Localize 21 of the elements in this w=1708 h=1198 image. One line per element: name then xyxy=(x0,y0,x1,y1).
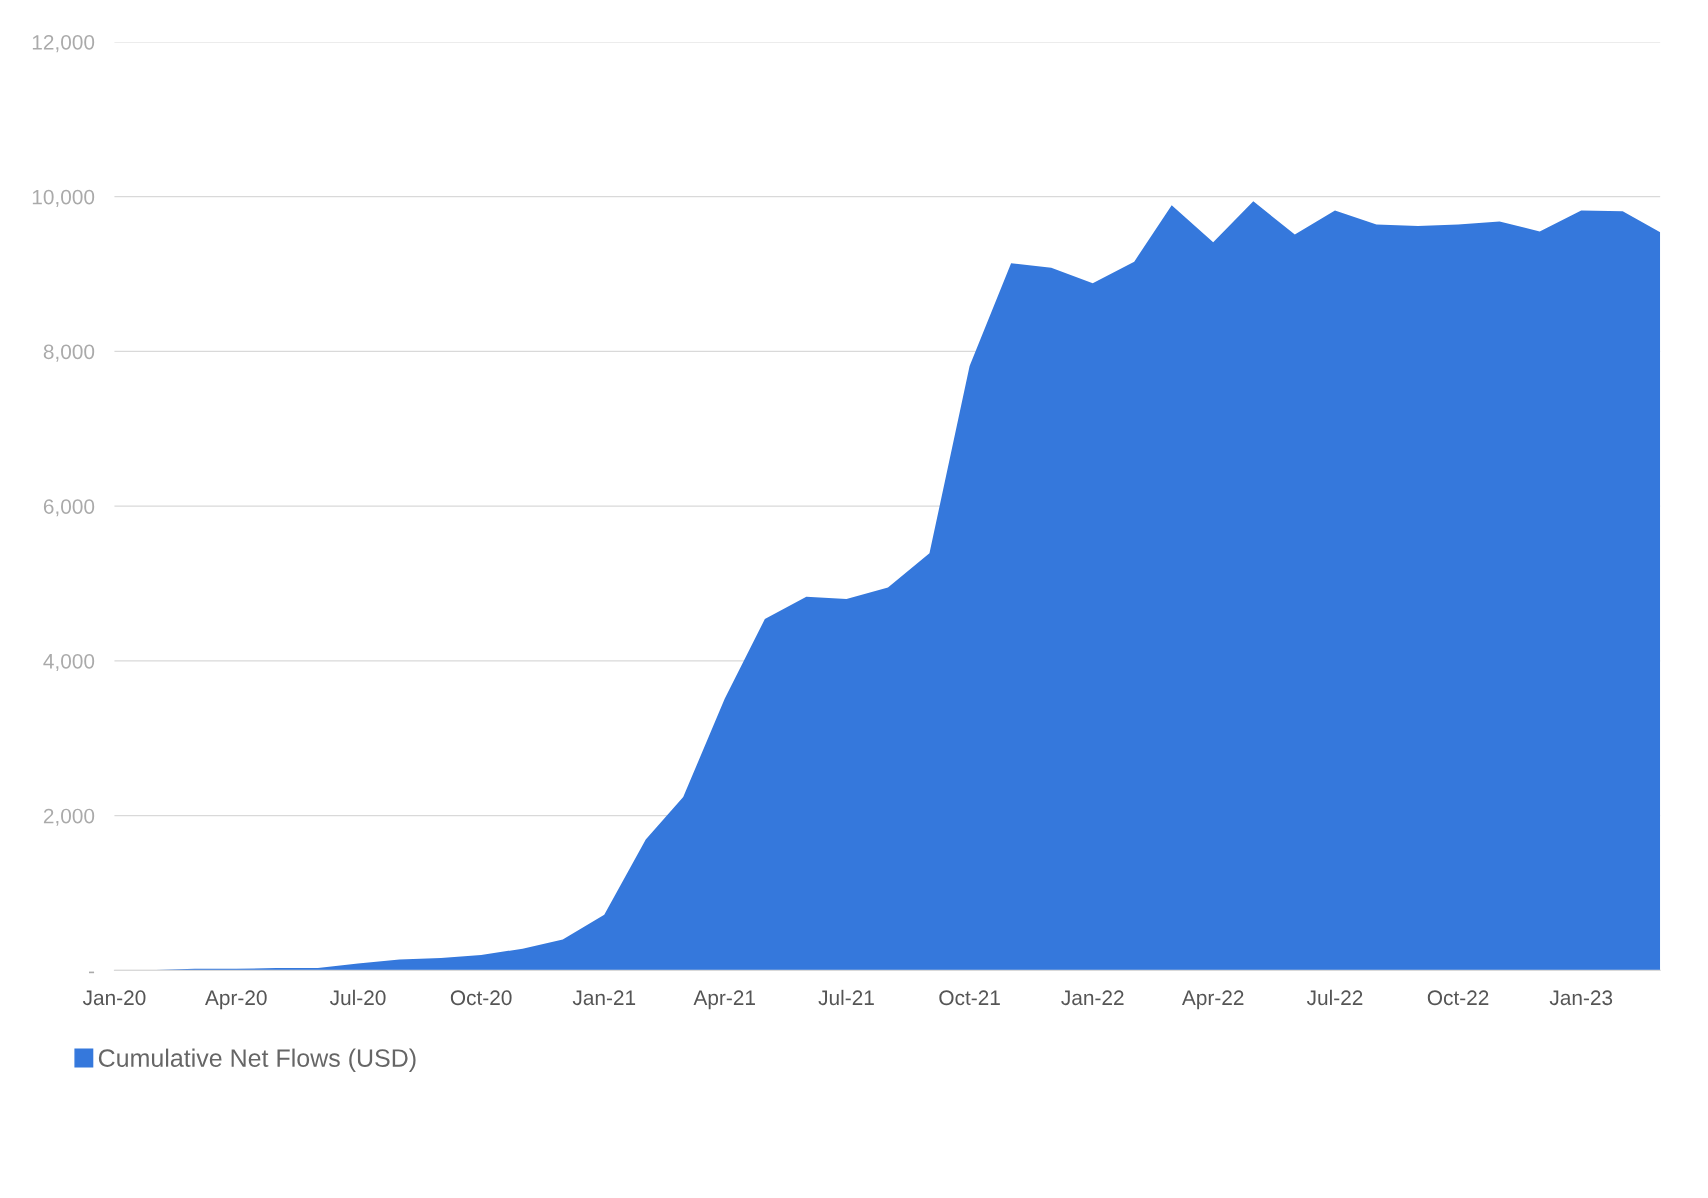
y-tick-label: 6,000 xyxy=(43,499,95,517)
y-tick-label: 4,000 xyxy=(43,653,95,672)
y-tick-label: 12,000 xyxy=(32,34,95,53)
x-tick-label: Apr-21 xyxy=(693,990,755,1010)
y-tick-label: 2,000 xyxy=(43,808,95,826)
y-tick-label: 8,000 xyxy=(43,344,95,362)
y-tick-label: - xyxy=(88,971,95,974)
x-tick-label: Jul-21 xyxy=(818,989,874,1006)
x-tick-label: Oct-20 xyxy=(450,990,512,1006)
x-tick-label: Jul-22 xyxy=(1306,989,1363,1006)
x-tick-label: Jan-23 xyxy=(1549,990,1613,1006)
x-tick-label: Jan-20 xyxy=(82,990,146,1006)
x-tick-label: Oct-21 xyxy=(939,990,1000,1006)
x-tick-label: Jul-20 xyxy=(329,989,386,1006)
y-tick-label: 10,000 xyxy=(32,189,95,207)
x-tick-label: Oct-22 xyxy=(1427,990,1489,1006)
x-tick-label: Apr-22 xyxy=(1181,990,1244,1010)
legend-label: Cumulative Net Flows (USD) xyxy=(98,1048,416,1072)
x-tick-label: Jan-21 xyxy=(572,990,636,1006)
x-tick-label: Apr-20 xyxy=(205,990,267,1010)
x-tick-label: Jan-22 xyxy=(1061,990,1124,1006)
